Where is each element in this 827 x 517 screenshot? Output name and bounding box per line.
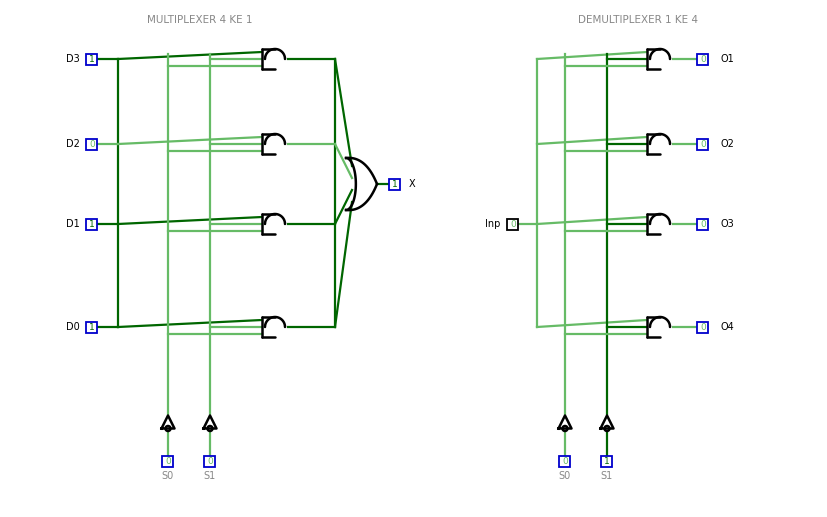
Text: D0: D0 [66, 322, 80, 332]
Text: 0: 0 [165, 458, 170, 466]
Text: Inp: Inp [484, 219, 500, 229]
Bar [204, 457, 215, 467]
Bar [86, 139, 98, 149]
Text: S0: S0 [558, 471, 571, 481]
Text: D3: D3 [66, 54, 80, 64]
Text: 0: 0 [89, 140, 95, 148]
Text: 0: 0 [700, 220, 705, 229]
Text: 1: 1 [89, 220, 95, 229]
Bar [86, 219, 98, 230]
Bar [86, 53, 98, 65]
Text: 1: 1 [604, 458, 609, 466]
Bar [507, 219, 518, 230]
Text: S1: S1 [203, 471, 216, 481]
Bar [162, 457, 174, 467]
Text: 0: 0 [207, 458, 213, 466]
Text: 0: 0 [509, 220, 515, 229]
Text: S0: S0 [162, 471, 174, 481]
Text: O3: O3 [720, 219, 734, 229]
Bar [389, 178, 400, 190]
Text: O4: O4 [720, 322, 734, 332]
Text: D2: D2 [66, 139, 80, 149]
Text: 1: 1 [89, 323, 95, 331]
Bar [696, 139, 708, 149]
Text: DEMULTIPLEXER 1 KE 4: DEMULTIPLEXER 1 KE 4 [577, 15, 697, 25]
Bar [696, 219, 708, 230]
Text: 0: 0 [700, 140, 705, 148]
Text: O2: O2 [720, 139, 734, 149]
Text: S1: S1 [600, 471, 612, 481]
Text: 0: 0 [700, 323, 705, 331]
Text: 1: 1 [89, 54, 95, 64]
Bar [86, 322, 98, 332]
Text: O1: O1 [720, 54, 734, 64]
Bar [696, 322, 708, 332]
Bar [559, 457, 570, 467]
Text: 0: 0 [562, 458, 567, 466]
Text: 0: 0 [700, 54, 705, 64]
Bar [696, 53, 708, 65]
Text: X: X [409, 179, 415, 189]
Text: MULTIPLEXER 4 KE 1: MULTIPLEXER 4 KE 1 [147, 15, 252, 25]
Text: 1: 1 [392, 179, 398, 189]
Bar [600, 457, 612, 467]
Text: D1: D1 [66, 219, 80, 229]
